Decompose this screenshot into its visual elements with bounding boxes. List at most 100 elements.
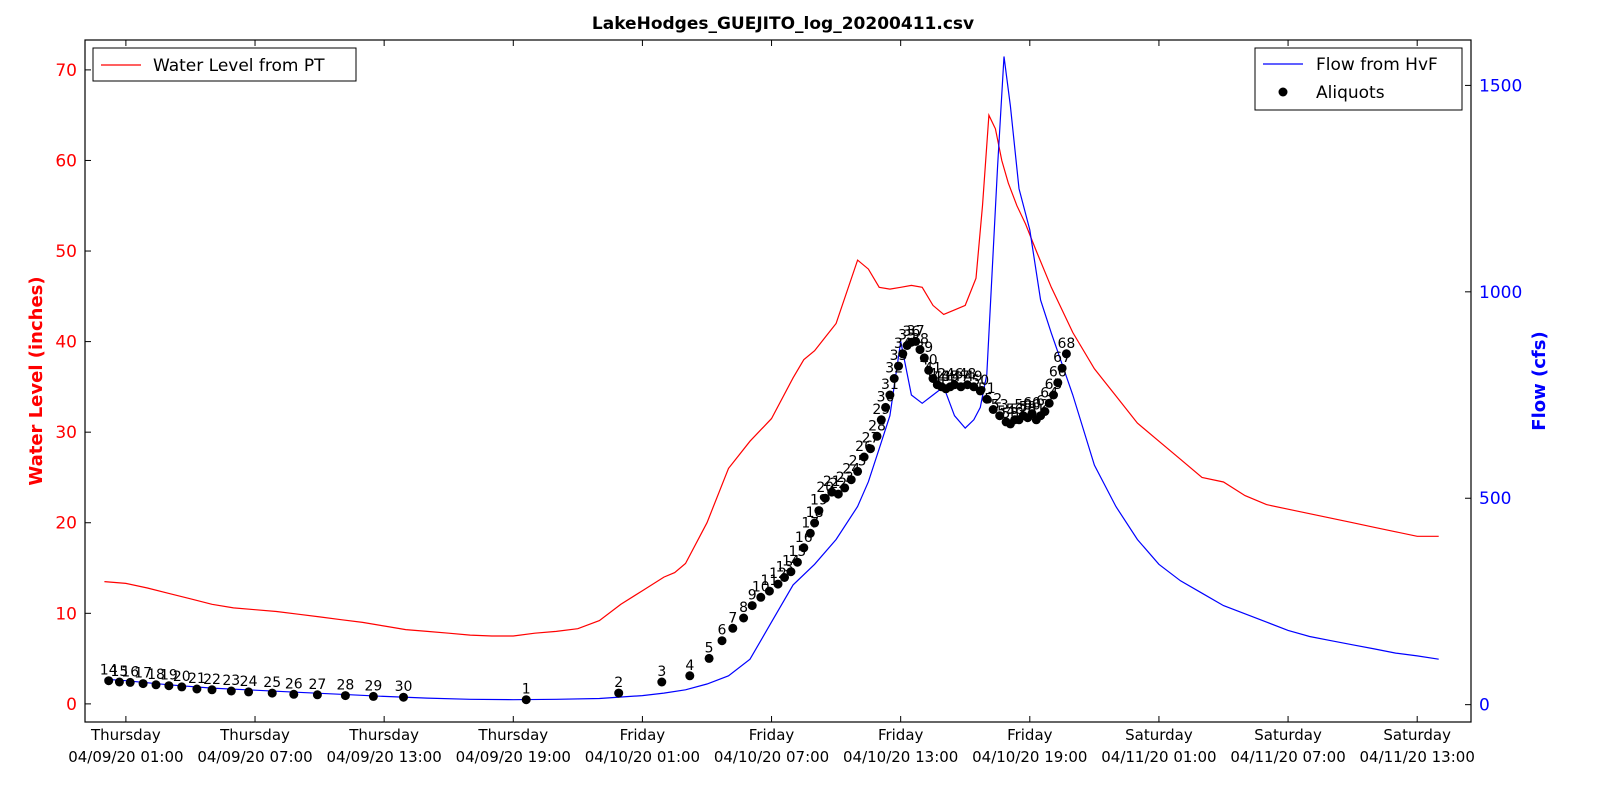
left-tick-label: 30 bbox=[55, 423, 77, 443]
x-tick-date: 04/10/20 13:00 bbox=[843, 748, 958, 766]
aliquot-point bbox=[995, 411, 1005, 421]
right-tick-label: 500 bbox=[1479, 489, 1511, 509]
x-tick-day: Thursday bbox=[348, 726, 419, 744]
aliquot-label: 52 bbox=[984, 392, 1002, 408]
aliquot-point bbox=[657, 677, 667, 687]
aliquot-point bbox=[704, 653, 714, 663]
aliquot-point bbox=[814, 506, 824, 516]
aliquot-label: 2 bbox=[614, 675, 623, 691]
aliquot-point bbox=[982, 394, 992, 404]
aliquot-point bbox=[125, 677, 135, 687]
aliquot-point bbox=[898, 349, 908, 359]
aliquot-point bbox=[820, 493, 830, 503]
aliquot-point bbox=[988, 405, 998, 414]
aliquot-label: 48 bbox=[958, 367, 976, 383]
aliquot-label: 23 bbox=[222, 673, 240, 689]
aliquot-point bbox=[881, 402, 891, 412]
aliquot-label: 37 bbox=[907, 323, 925, 339]
aliquot-point bbox=[866, 444, 875, 454]
aliquot-point bbox=[919, 353, 929, 363]
aliquot-label: 27 bbox=[308, 677, 326, 693]
aliquot-label: 38 bbox=[911, 332, 929, 348]
left-tick-label: 60 bbox=[55, 151, 77, 171]
aliquot-label: 29 bbox=[364, 678, 382, 694]
aliquot-point bbox=[773, 579, 783, 589]
aliquot-label: 49 bbox=[965, 369, 983, 385]
legend-right: Flow from HvF Aliquots bbox=[1254, 47, 1463, 111]
aliquot-point bbox=[368, 691, 378, 701]
aliquot-point bbox=[780, 573, 789, 582]
x-tick-date: 04/09/20 07:00 bbox=[197, 748, 312, 766]
legend-left: Water Level from PT bbox=[92, 47, 357, 82]
x-tick-date: 04/11/20 13:00 bbox=[1360, 748, 1475, 766]
aliquot-point bbox=[846, 475, 856, 485]
aliquot-label: 54 bbox=[997, 404, 1015, 420]
x-tick-date: 04/09/20 13:00 bbox=[326, 748, 441, 766]
right-tick-label: 0 bbox=[1479, 696, 1490, 716]
aliquot-point bbox=[138, 679, 148, 689]
aliquot-point bbox=[805, 528, 815, 538]
legend-aliquots-marker bbox=[1278, 87, 1288, 97]
aliquot-label: 17 bbox=[134, 666, 152, 682]
aliquot-point bbox=[340, 691, 350, 701]
left-axis-label: Water Level (inches) bbox=[26, 276, 47, 485]
x-tick-day: Thursday bbox=[477, 726, 548, 744]
aliquot-point bbox=[192, 684, 202, 694]
left-tick-label: 10 bbox=[55, 604, 77, 624]
aliquot-label: 25 bbox=[263, 675, 281, 691]
aliquot-point bbox=[1044, 398, 1054, 408]
left-axis: 0 10 20 30 40 50 60 70 bbox=[55, 61, 91, 715]
aliquot-label: 19 bbox=[160, 668, 178, 684]
aliquot-point bbox=[1053, 378, 1063, 388]
x-tick-date: 04/10/20 01:00 bbox=[585, 748, 700, 766]
aliquot-point bbox=[114, 677, 124, 687]
aliquot-point bbox=[177, 682, 187, 692]
aliquot-point bbox=[614, 688, 624, 698]
aliquot-point bbox=[747, 601, 757, 611]
x-tick-day: Friday bbox=[749, 726, 795, 744]
aliquot-label: 21 bbox=[823, 474, 841, 490]
x-tick-date: 04/10/20 19:00 bbox=[972, 748, 1087, 766]
aliquot-point bbox=[872, 431, 882, 441]
aliquot-point bbox=[164, 681, 174, 691]
aliquot-point bbox=[312, 690, 322, 700]
aliquot-point bbox=[915, 345, 925, 355]
aliquot-point bbox=[728, 623, 738, 633]
aliquot-point bbox=[244, 687, 254, 697]
aliquot-point bbox=[1049, 390, 1058, 400]
aliquot-label: 22 bbox=[203, 672, 221, 688]
aliquot-point bbox=[799, 543, 809, 553]
water-level-line bbox=[104, 112, 1439, 637]
legend-flow-label: Flow from HvF bbox=[1316, 55, 1438, 75]
x-axis: Thursday 04/09/20 01:00 Thursday 04/09/20 0… bbox=[68, 40, 1475, 766]
x-tick-date: 04/09/20 01:00 bbox=[68, 748, 183, 766]
aliquot-label: 39 bbox=[915, 340, 933, 356]
aliquot-point bbox=[894, 361, 903, 371]
aliquot-label: 4 bbox=[685, 658, 694, 674]
aliquot-label: 43 bbox=[933, 369, 951, 385]
aliquot-point bbox=[792, 557, 802, 567]
x-tick-day: Friday bbox=[878, 726, 924, 744]
legend-aliquots-label: Aliquots bbox=[1316, 83, 1385, 103]
left-tick-label: 40 bbox=[55, 333, 77, 353]
aliquot-point bbox=[975, 386, 985, 396]
aliquot-label: 20 bbox=[173, 669, 191, 685]
aliquot-label: 51 bbox=[978, 381, 996, 397]
aliquot-point bbox=[207, 685, 217, 695]
aliquot-point bbox=[853, 466, 863, 476]
aliquot-label: 28 bbox=[336, 678, 354, 694]
aliquot-label: 60 bbox=[1023, 396, 1041, 412]
aliquot-label: 24 bbox=[240, 674, 258, 690]
x-tick-day: Saturday bbox=[1125, 726, 1193, 744]
left-tick-label: 20 bbox=[55, 514, 77, 534]
x-tick-date: 04/09/20 19:00 bbox=[456, 748, 571, 766]
aliquot-label: 8 bbox=[739, 600, 748, 616]
aliquot-label: 5 bbox=[705, 640, 714, 656]
x-tick-day: Thursday bbox=[219, 726, 290, 744]
aliquot-label: 3 bbox=[657, 664, 666, 680]
aliquot-label: 16 bbox=[121, 664, 139, 680]
aliquot-point bbox=[786, 567, 796, 577]
x-tick-day: Saturday bbox=[1254, 726, 1322, 744]
aliquot-point bbox=[764, 586, 774, 596]
aliquot-label: 56 bbox=[1006, 402, 1024, 418]
